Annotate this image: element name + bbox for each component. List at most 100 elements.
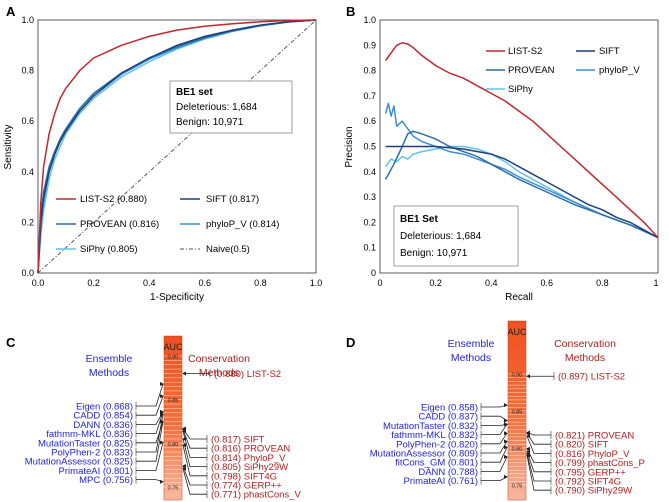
connector-arrow (526, 432, 551, 436)
legend-entry: PROVEAN (0.816) (80, 219, 159, 230)
x-tick-label: 0.8 (596, 278, 609, 288)
ensemble-method-label: MutationTaster (0.825) (38, 438, 133, 449)
ensemble-header-d: Ensemble (448, 338, 495, 350)
x-tick-label: 0.0 (32, 278, 45, 288)
conservation-header-d: Methods (565, 352, 605, 364)
ensemble-method-label: fathmm-MKL (0.836) (46, 429, 133, 440)
auc-scale-d: AUC 0.90 0.85 0.80 0.75 Eigen (0.858)CADD (0.… (370, 320, 645, 501)
legend-entry: phyloP_V (599, 65, 640, 76)
connector-arrow (136, 396, 164, 416)
ensemble-header-d: Methods (451, 352, 491, 364)
ensemble-method-label: PolyPhen-2 (0.820) (396, 439, 478, 450)
connector-arrow (182, 465, 207, 486)
x-tick-label: 0.4 (485, 278, 498, 288)
legend-a: LIST-S2 (0.880) SIFT (0.817) PROVEAN (0.… (56, 194, 279, 255)
auc-title: AUC (163, 342, 183, 352)
connector-arrow (182, 428, 207, 440)
legend-entry: SIFT (599, 46, 620, 57)
connector-arrow (136, 442, 164, 471)
scale-tick-label: 0.85 (512, 410, 523, 416)
connector-arrow (481, 423, 508, 426)
panel-label-c: C (6, 335, 16, 350)
arrowhead (526, 374, 530, 379)
y-axis-label-b: Precision (344, 126, 355, 167)
series-line-list-s2 (37, 19, 317, 274)
conservation-method-label: (0.795) GERP++ (555, 467, 626, 478)
arrowhead (526, 434, 530, 439)
connector-arrow (481, 476, 508, 482)
y-tick-label: 0.8 (21, 66, 34, 76)
connector-arrow (481, 456, 508, 472)
series-line-sift (37, 19, 317, 274)
series-lines-b (384, 42, 659, 239)
y-tick-label: 0.1 (363, 243, 376, 253)
conservation-method-label: (0.805) SiPhy29W (211, 462, 288, 473)
conservation-method-label: (0.880) LIST-S2 (214, 369, 281, 380)
connector-arrow (182, 444, 207, 477)
y-tick-label: 0.3 (363, 192, 376, 202)
legend-entry: SiPhy (508, 84, 533, 95)
panel-b: B 0 0.2 0.4 0.6 0.8 1 0 0.1 0.2 0.3 0.4 … (344, 4, 659, 303)
conservation-method-label: (0.790) SiPhy29W (555, 486, 632, 497)
arrowhead (160, 479, 164, 484)
y-tick-label: 1.0 (363, 15, 376, 25)
series-line-phylop-v (384, 102, 659, 239)
connector-arrow (481, 415, 508, 421)
arrowhead (182, 429, 186, 434)
y-tick-label: 0.2 (21, 217, 34, 227)
arrowhead (504, 418, 508, 423)
conservation-method-label: (0.817) SIFT (211, 435, 265, 446)
connector-arrow (136, 411, 164, 425)
ensemble-method-label: PrimateAI (0.761) (404, 476, 478, 487)
auc-scale-bar (163, 335, 183, 501)
scale-tick-label: 0.90 (168, 355, 179, 361)
info-box-title-b: BE1 Set (400, 214, 438, 225)
y-tick-label: 0.8 (363, 66, 376, 76)
conservation-header-c: Conservation (188, 353, 250, 365)
info-box-frame-b (393, 205, 519, 267)
y-tick-label: 0.4 (363, 167, 376, 177)
arrowhead (182, 443, 186, 448)
legend-entry: LIST-S2 (0.880) (80, 194, 147, 205)
legend-entry: SIFT (0.817) (206, 194, 259, 205)
connector-arrow (481, 404, 508, 408)
connector-arrow (481, 447, 508, 463)
y-tick-label: 0.0 (21, 268, 34, 278)
info-box-deleterious-b: Deleterious: 1,684 (400, 231, 482, 242)
ensemble-method-label: DANN (0.788) (418, 467, 478, 478)
y-tick-label: 0.5 (363, 142, 376, 152)
conservation-header-c: Methods (199, 367, 239, 379)
scale-tick-label: 0.90 (512, 373, 523, 379)
y-tick-label: 0.7 (363, 91, 376, 101)
connector-arrow (526, 453, 551, 482)
connector-arrow (182, 429, 207, 449)
y-tick-label: 0.4 (21, 167, 34, 177)
arrowhead (504, 403, 508, 408)
arrowhead (504, 445, 508, 450)
series-line-provean (384, 130, 659, 239)
panel-label-d: D (346, 335, 355, 350)
ensemble-method-label: CADD (0.837) (418, 412, 478, 423)
arrowhead (182, 466, 186, 471)
ensemble-method-label: MutationTaster (0.832) (383, 421, 478, 432)
ensemble-method-label: MPC (0.756) (79, 475, 133, 486)
connector-arrow (481, 432, 508, 445)
x-tick-label: 0 (377, 278, 382, 288)
y-tick-label: 0.6 (21, 116, 34, 126)
x-tick-label: 1 (653, 278, 658, 288)
connector-arrow (481, 424, 508, 436)
panel-label-b: B (346, 4, 355, 19)
x-tick-label: 0.4 (143, 278, 156, 288)
auc-scale-c: AUC 0.90 0.85 0.80 0.75 Eigen (0.868)CADD (0.… (25, 335, 301, 501)
axis-ticks-a: 0.0 0.2 0.4 0.6 0.8 1.0 0.0 0.2 0.4 0.6 … (21, 15, 322, 288)
connector-arrow (182, 468, 207, 495)
scale-tick-label: 0.80 (168, 442, 179, 448)
connector-arrow (481, 441, 508, 454)
arrowhead (504, 474, 508, 479)
info-box-title-a: BE1 set (176, 87, 213, 98)
connector-arrow (136, 411, 164, 435)
legend-entry: phyloP_V (0.814) (206, 219, 279, 230)
scale-tick-label: 0.85 (168, 398, 179, 404)
plot-frame-a (37, 19, 317, 274)
arrowhead (504, 454, 508, 459)
